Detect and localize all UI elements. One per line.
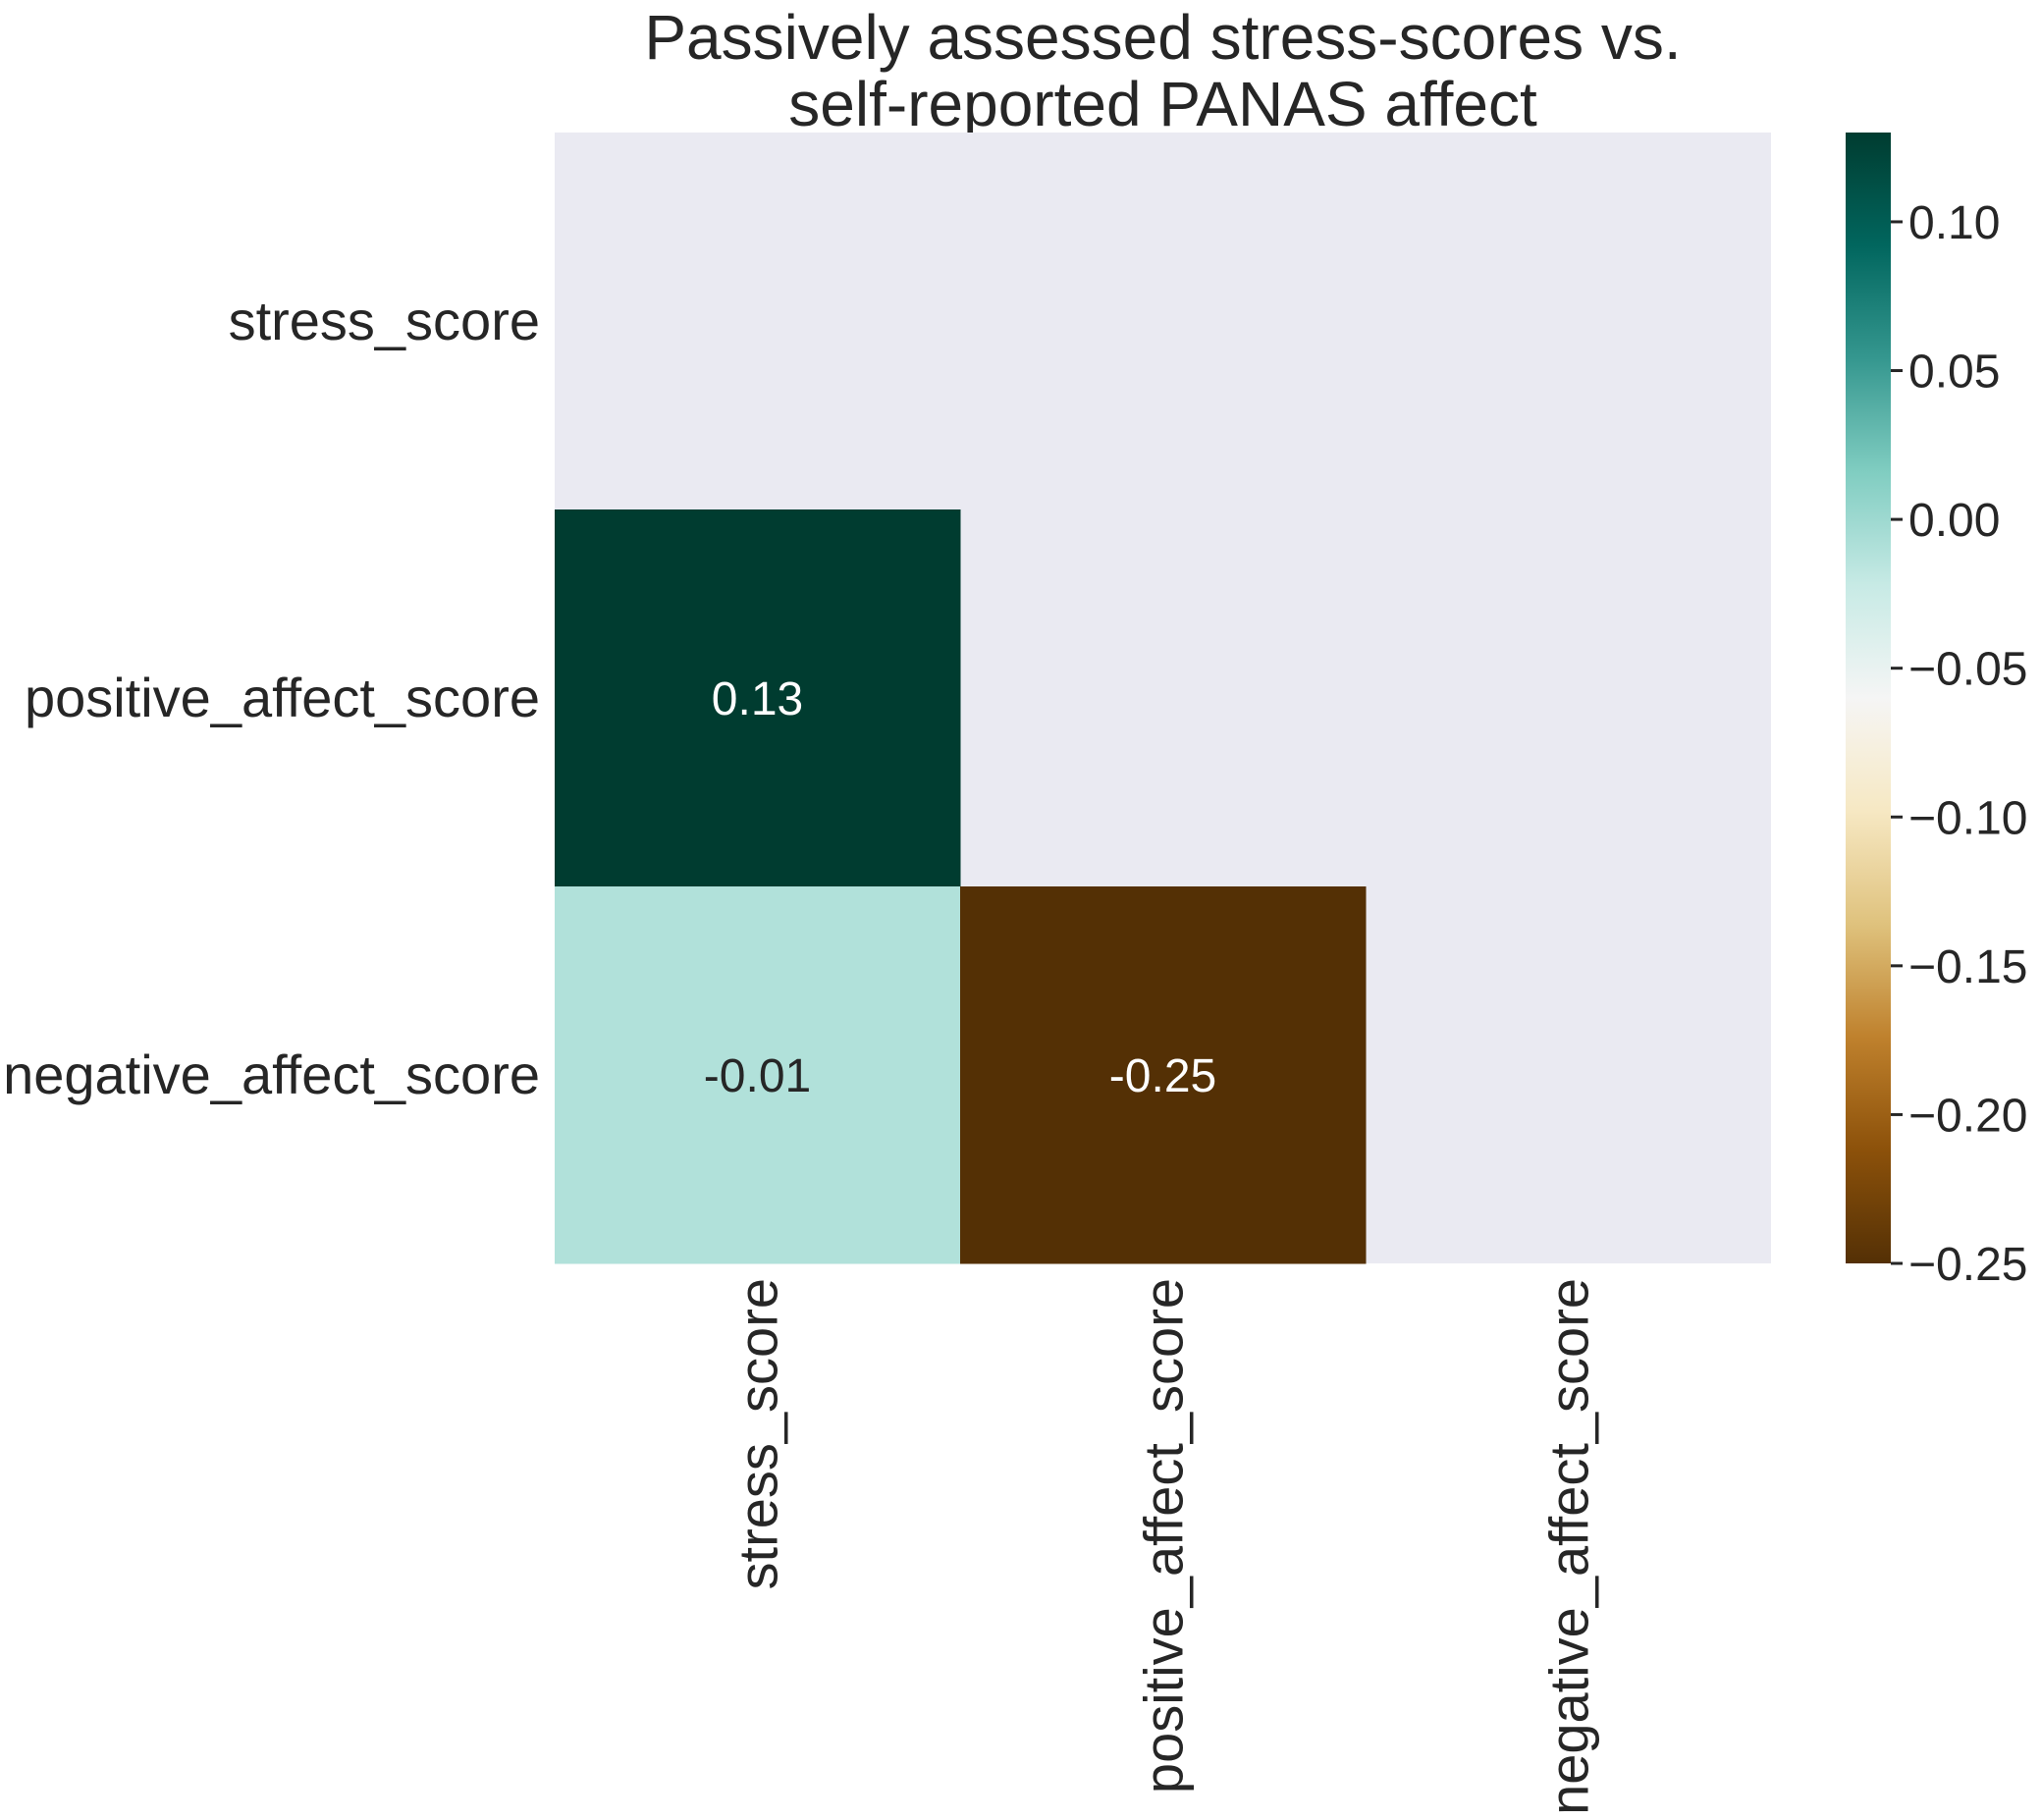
colorbar — [1846, 133, 1891, 1263]
x-tick-label: stress_score — [727, 1278, 789, 1589]
heatmap-cell — [555, 509, 961, 887]
colorbar-ticks: 0.10 0.05 0.00 −0.05 −0.10 −0.15 −0.20 −0.25 — [1891, 197, 2027, 1291]
x-tick-labels: stress_score positive_affect_score negativ… — [727, 1278, 1600, 1815]
chart-title: Passively assessed stress-scores vs.self… — [644, 2, 1681, 139]
colorbar-tick-label: 0.10 — [1908, 197, 2000, 249]
y-tick-label: stress_score — [229, 290, 540, 351]
heatmap-cell — [960, 886, 1367, 1264]
y-tick-label: negative_affect_score — [3, 1044, 540, 1105]
colorbar-tick-label: −0.25 — [1908, 1239, 2027, 1291]
colorbar-tick-label: −0.15 — [1908, 941, 2027, 993]
colorbar-tick-label: 0.05 — [1908, 347, 2000, 399]
x-tick-label: negative_affect_score — [1538, 1278, 1600, 1815]
x-tick-label: positive_affect_score — [1133, 1278, 1195, 1793]
chart-title-line: Passively assessed stress-scores vs. — [644, 2, 1681, 73]
y-tick-label: positive_affect_score — [25, 667, 540, 728]
chart-title-line: self-reported PANAS affect — [788, 69, 1537, 139]
cell-annotation: -0.25 — [1109, 1050, 1216, 1102]
cell-annotations: 0.13 -0.01 -0.25 — [704, 673, 1216, 1102]
colorbar-tick-label: −0.10 — [1908, 792, 2027, 844]
y-tick-labels: stress_score positive_affect_scorenegativ… — [3, 290, 540, 1105]
colorbar-tick-label: −0.20 — [1908, 1090, 2027, 1142]
heatmap-cells — [555, 509, 1367, 1264]
cell-annotation: -0.01 — [704, 1050, 811, 1102]
colorbar-tick-label: −0.05 — [1908, 644, 2027, 696]
colorbar-tick-label: 0.00 — [1908, 495, 2000, 547]
heatmap-cell — [555, 886, 961, 1264]
cell-annotation: 0.13 — [712, 673, 803, 725]
